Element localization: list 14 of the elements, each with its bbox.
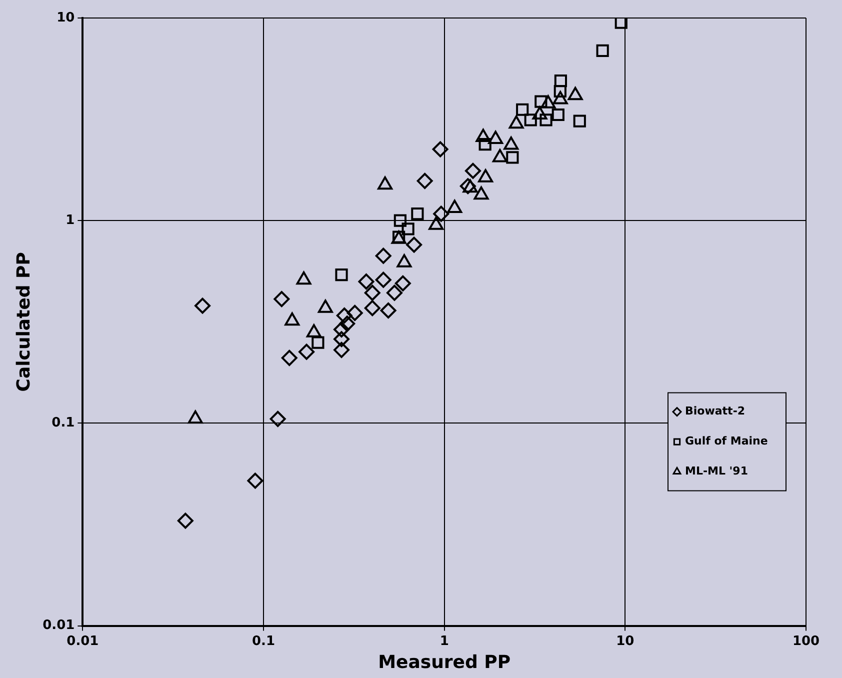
legend-label: Gulf of Maine: [685, 434, 768, 448]
y-tick-label: 1: [66, 212, 75, 228]
y-tick-label: 10: [56, 10, 75, 26]
y-axis-title: Calculated PP: [13, 252, 34, 392]
x-tick-label: 0.1: [252, 634, 276, 649]
x-tick-label: 100: [792, 634, 820, 649]
legend-label: Biowatt-2: [685, 404, 746, 418]
legend-label: ML-ML '91: [685, 464, 748, 478]
x-axis-title: Measured PP: [378, 652, 511, 673]
x-tick-label: 10: [616, 634, 634, 649]
x-tick-label: 1: [440, 634, 449, 649]
x-tick-label: 0.01: [66, 634, 99, 649]
y-tick-label: 0.1: [52, 416, 75, 431]
y-tick-label: 0.01: [42, 618, 75, 634]
